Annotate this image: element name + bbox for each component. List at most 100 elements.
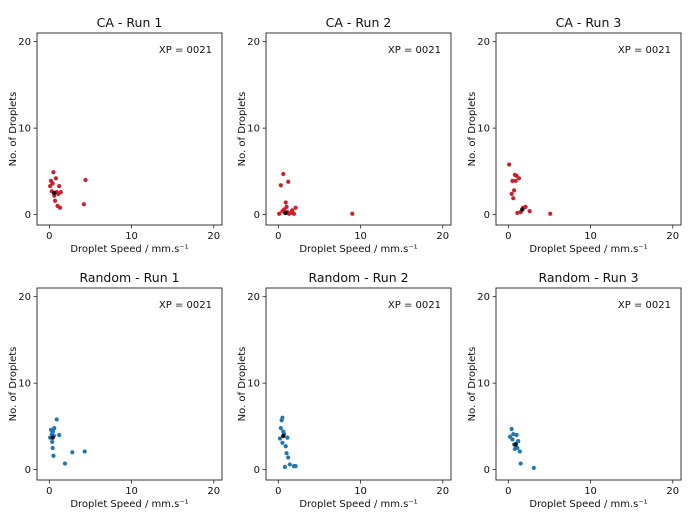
data-point (285, 435, 290, 440)
y-axis-label: No. of Droplets (8, 92, 19, 167)
data-point (514, 432, 519, 438)
x-tick-label: 10 (354, 486, 367, 497)
subplot-3: CA - Run 3 0 10 20 0 10 20 Droplet Speed / mm.s… (467, 15, 682, 255)
y-axis-label: No. of Droplets (467, 347, 478, 422)
subplot-title: Random - Run 1 (79, 270, 179, 285)
x-tick-label: 0 (505, 231, 511, 242)
data-point (52, 426, 57, 431)
plot-frame (36, 287, 223, 481)
x-axis-label: Droplet Speed / mm.s⁻¹ (70, 244, 188, 255)
data-point (293, 464, 298, 469)
y-tick-label: 10 (477, 124, 490, 135)
x-tick-label: 20 (666, 231, 679, 242)
data-point (51, 453, 56, 458)
data-point (516, 438, 521, 444)
plot-frame (265, 287, 452, 481)
data-point (290, 208, 295, 213)
x-tick-label: 10 (354, 231, 367, 242)
y-axis-label: No. of Droplets (8, 347, 19, 422)
y-tick-label: 0 (25, 465, 31, 476)
y-tick-label: 20 (247, 292, 260, 303)
data-point (277, 211, 282, 216)
data-point (548, 211, 553, 216)
xp-annotation: XP = 0021 (159, 45, 212, 56)
data-point (54, 417, 59, 422)
data-point (50, 181, 55, 186)
xp-annotation: XP = 0021 (388, 45, 441, 56)
data-point (509, 191, 514, 196)
data-point (50, 439, 55, 445)
y-tick-label: 0 (484, 465, 490, 476)
subplot-4: Random - Run 1 0 10 20 0 10 20 Droplet Speed / … (8, 270, 223, 510)
x-tick-label: 20 (207, 231, 220, 242)
data-point (511, 196, 516, 201)
x-tick-label: 0 (505, 486, 511, 497)
data-point (81, 202, 86, 207)
x-tick-label: 0 (275, 231, 281, 242)
subplot-title: CA - Run 2 (326, 15, 392, 30)
y-tick-label: 10 (247, 124, 260, 135)
data-point (507, 162, 512, 167)
y-tick-label: 0 (254, 465, 260, 476)
data-point (283, 200, 288, 205)
subplot-2: CA - Run 2 0 10 20 0 10 20 Droplet Speed / mm.s… (237, 15, 452, 255)
data-point (510, 178, 515, 183)
y-tick-label: 10 (477, 379, 490, 390)
x-axis-label: Droplet Speed / mm.s⁻¹ (299, 499, 417, 510)
data-point (51, 170, 56, 175)
y-tick-label: 0 (25, 210, 31, 221)
x-tick-label: 20 (436, 486, 449, 497)
highlight-point (281, 433, 286, 439)
plot-frame (36, 32, 223, 226)
xp-annotation: XP = 0021 (388, 300, 441, 311)
data-point (280, 415, 285, 420)
data-point (62, 461, 68, 466)
data-point (510, 437, 515, 442)
subplot-title: Random - Run 2 (308, 270, 408, 285)
highlight-point (50, 435, 55, 440)
data-point (57, 205, 63, 210)
subplot-6: Random - Run 3 0 10 20 0 10 20 Droplet Speed / … (467, 270, 682, 510)
y-tick-label: 20 (18, 37, 31, 48)
data-point (284, 204, 289, 209)
data-point (53, 176, 59, 181)
data-point (82, 449, 87, 454)
data-point (283, 444, 288, 449)
highlight-point (520, 207, 525, 212)
y-tick-label: 0 (254, 210, 260, 221)
x-tick-label: 0 (46, 486, 52, 497)
y-axis-label: No. of Droplets (237, 92, 248, 167)
highlight-point (513, 442, 518, 447)
x-axis-label: Droplet Speed / mm.s⁻¹ (529, 244, 647, 255)
data-point (291, 211, 297, 216)
subplot-5: Random - Run 2 0 10 20 0 10 20 Droplet Speed / … (237, 270, 452, 510)
data-point (293, 205, 298, 210)
y-tick-label: 20 (477, 292, 490, 303)
x-tick-label: 0 (275, 486, 281, 497)
y-axis-label: No. of Droplets (467, 92, 478, 167)
x-tick-label: 20 (207, 486, 220, 497)
data-point (52, 198, 58, 203)
data-point (527, 209, 532, 214)
data-point (516, 176, 522, 181)
data-point (278, 426, 283, 431)
y-tick-label: 10 (247, 379, 260, 390)
data-point (277, 436, 283, 441)
x-tick-label: 10 (584, 231, 597, 242)
data-point (50, 445, 55, 451)
y-tick-label: 10 (18, 379, 31, 390)
highlight-point (283, 210, 288, 216)
data-point (57, 183, 62, 189)
x-tick-label: 0 (46, 231, 52, 242)
xp-annotation: XP = 0021 (159, 300, 212, 311)
plot-frame (265, 32, 452, 226)
x-axis-label: Droplet Speed / mm.s⁻¹ (529, 499, 647, 510)
y-tick-label: 20 (247, 37, 260, 48)
plot-frame (495, 287, 682, 481)
data-point (278, 183, 283, 188)
subplot-title: Random - Run 3 (538, 270, 638, 285)
data-point (511, 432, 516, 437)
xp-annotation: XP = 0021 (618, 300, 671, 311)
x-tick-label: 10 (125, 231, 138, 242)
